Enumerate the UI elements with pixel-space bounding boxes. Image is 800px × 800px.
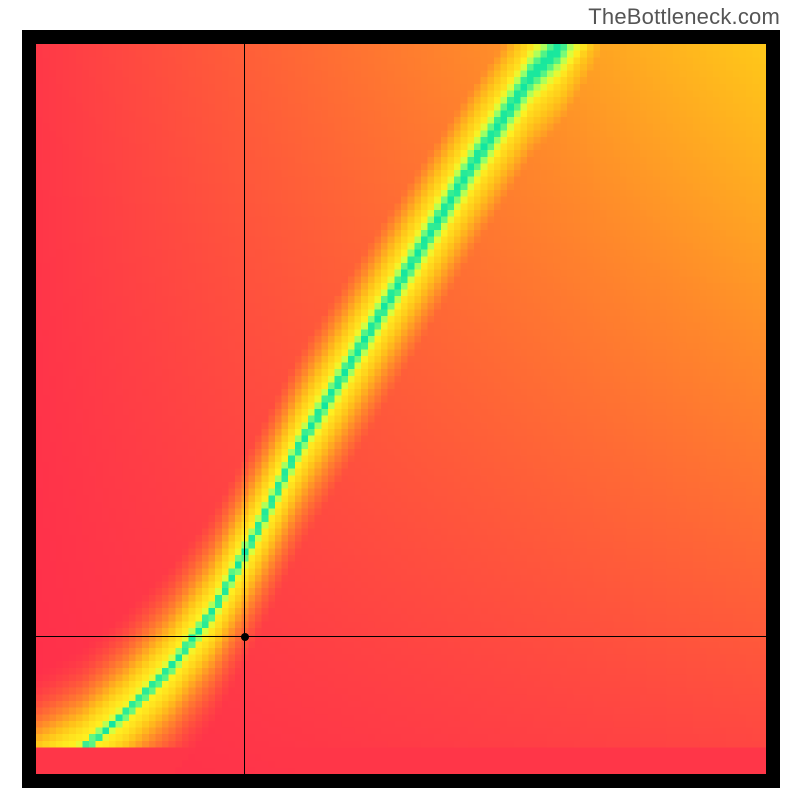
marker-dot bbox=[241, 633, 249, 641]
plot-frame-edge bbox=[22, 774, 780, 788]
heatmap-canvas bbox=[36, 44, 766, 774]
watermark-text: TheBottleneck.com bbox=[588, 4, 780, 30]
plot-frame-edge bbox=[22, 30, 36, 788]
figure-container: TheBottleneck.com bbox=[0, 0, 800, 800]
plot-frame-edge bbox=[766, 30, 780, 788]
plot-outer-frame bbox=[22, 30, 780, 44]
crosshair-vertical bbox=[244, 44, 245, 774]
crosshair-horizontal bbox=[36, 636, 766, 637]
